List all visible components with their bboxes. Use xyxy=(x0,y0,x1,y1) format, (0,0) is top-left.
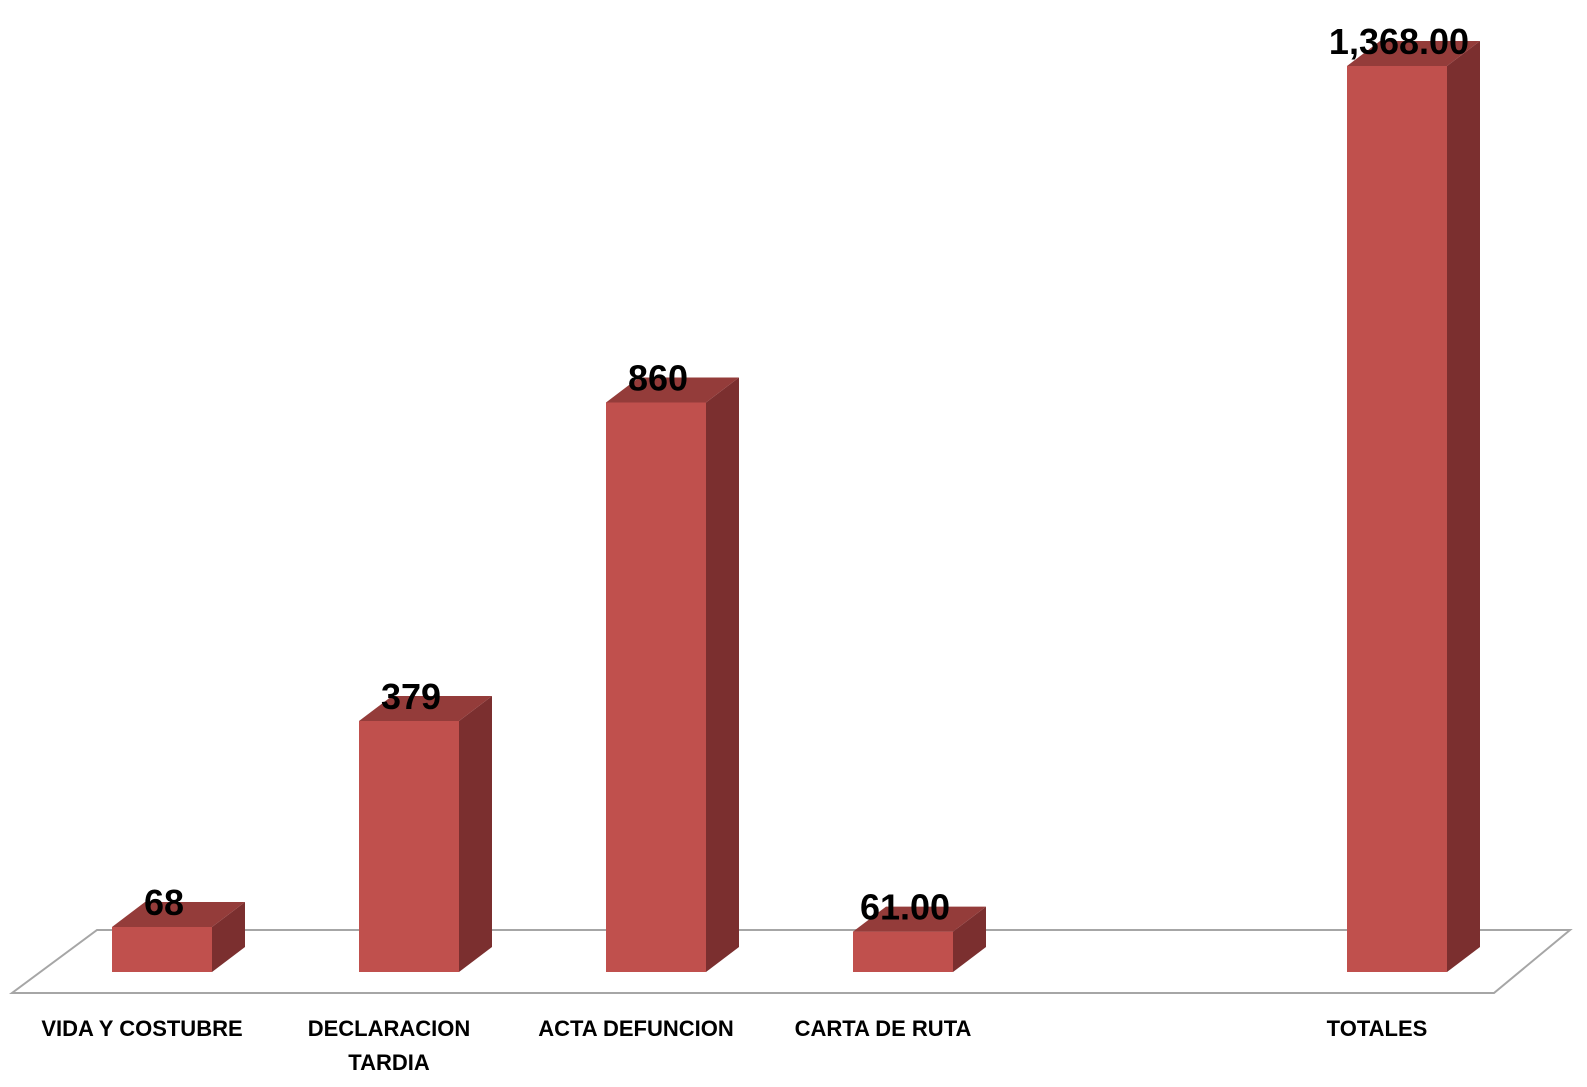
category-label: CARTA DE RUTA xyxy=(795,1016,972,1041)
category-label: TOTALES xyxy=(1327,1016,1428,1041)
bars xyxy=(112,41,1480,972)
floor-plane xyxy=(8,929,1573,994)
bar xyxy=(606,377,739,972)
chart-floor xyxy=(8,929,1573,994)
bar-front xyxy=(606,402,706,972)
bar-top xyxy=(112,901,245,927)
value-label: 1,368.00 xyxy=(1329,21,1469,62)
value-label: 860 xyxy=(628,357,688,398)
bar-front xyxy=(359,720,459,972)
bar-side xyxy=(1447,41,1480,972)
bar-top xyxy=(1347,41,1480,66)
bar-side xyxy=(459,695,492,972)
bar-side xyxy=(953,906,986,972)
value-label: 68 xyxy=(144,882,184,923)
category-labels: VIDA Y COSTUBRE DECLARACION TARDIA ACTA DEF… xyxy=(41,1016,1427,1075)
bar-front xyxy=(112,926,212,972)
bar xyxy=(359,695,492,972)
bar-top xyxy=(606,377,739,403)
bar xyxy=(112,901,245,972)
value-label: 61.00 xyxy=(860,887,950,928)
bar xyxy=(853,906,986,972)
bar-top xyxy=(853,906,986,932)
bar-top xyxy=(359,695,492,721)
category-label: ACTA DEFUNCION xyxy=(538,1016,734,1041)
bar-front xyxy=(853,931,953,972)
bar-side xyxy=(212,901,245,972)
category-label: VIDA Y COSTUBRE xyxy=(41,1016,242,1041)
bar xyxy=(1347,41,1480,972)
bar-front xyxy=(1347,66,1447,972)
value-label: 379 xyxy=(381,676,441,717)
category-label: DECLARACION TARDIA xyxy=(308,1016,471,1075)
bar-side xyxy=(706,377,739,972)
value-labels: 68 379 860 61.00 1,368.00 xyxy=(144,21,1469,928)
